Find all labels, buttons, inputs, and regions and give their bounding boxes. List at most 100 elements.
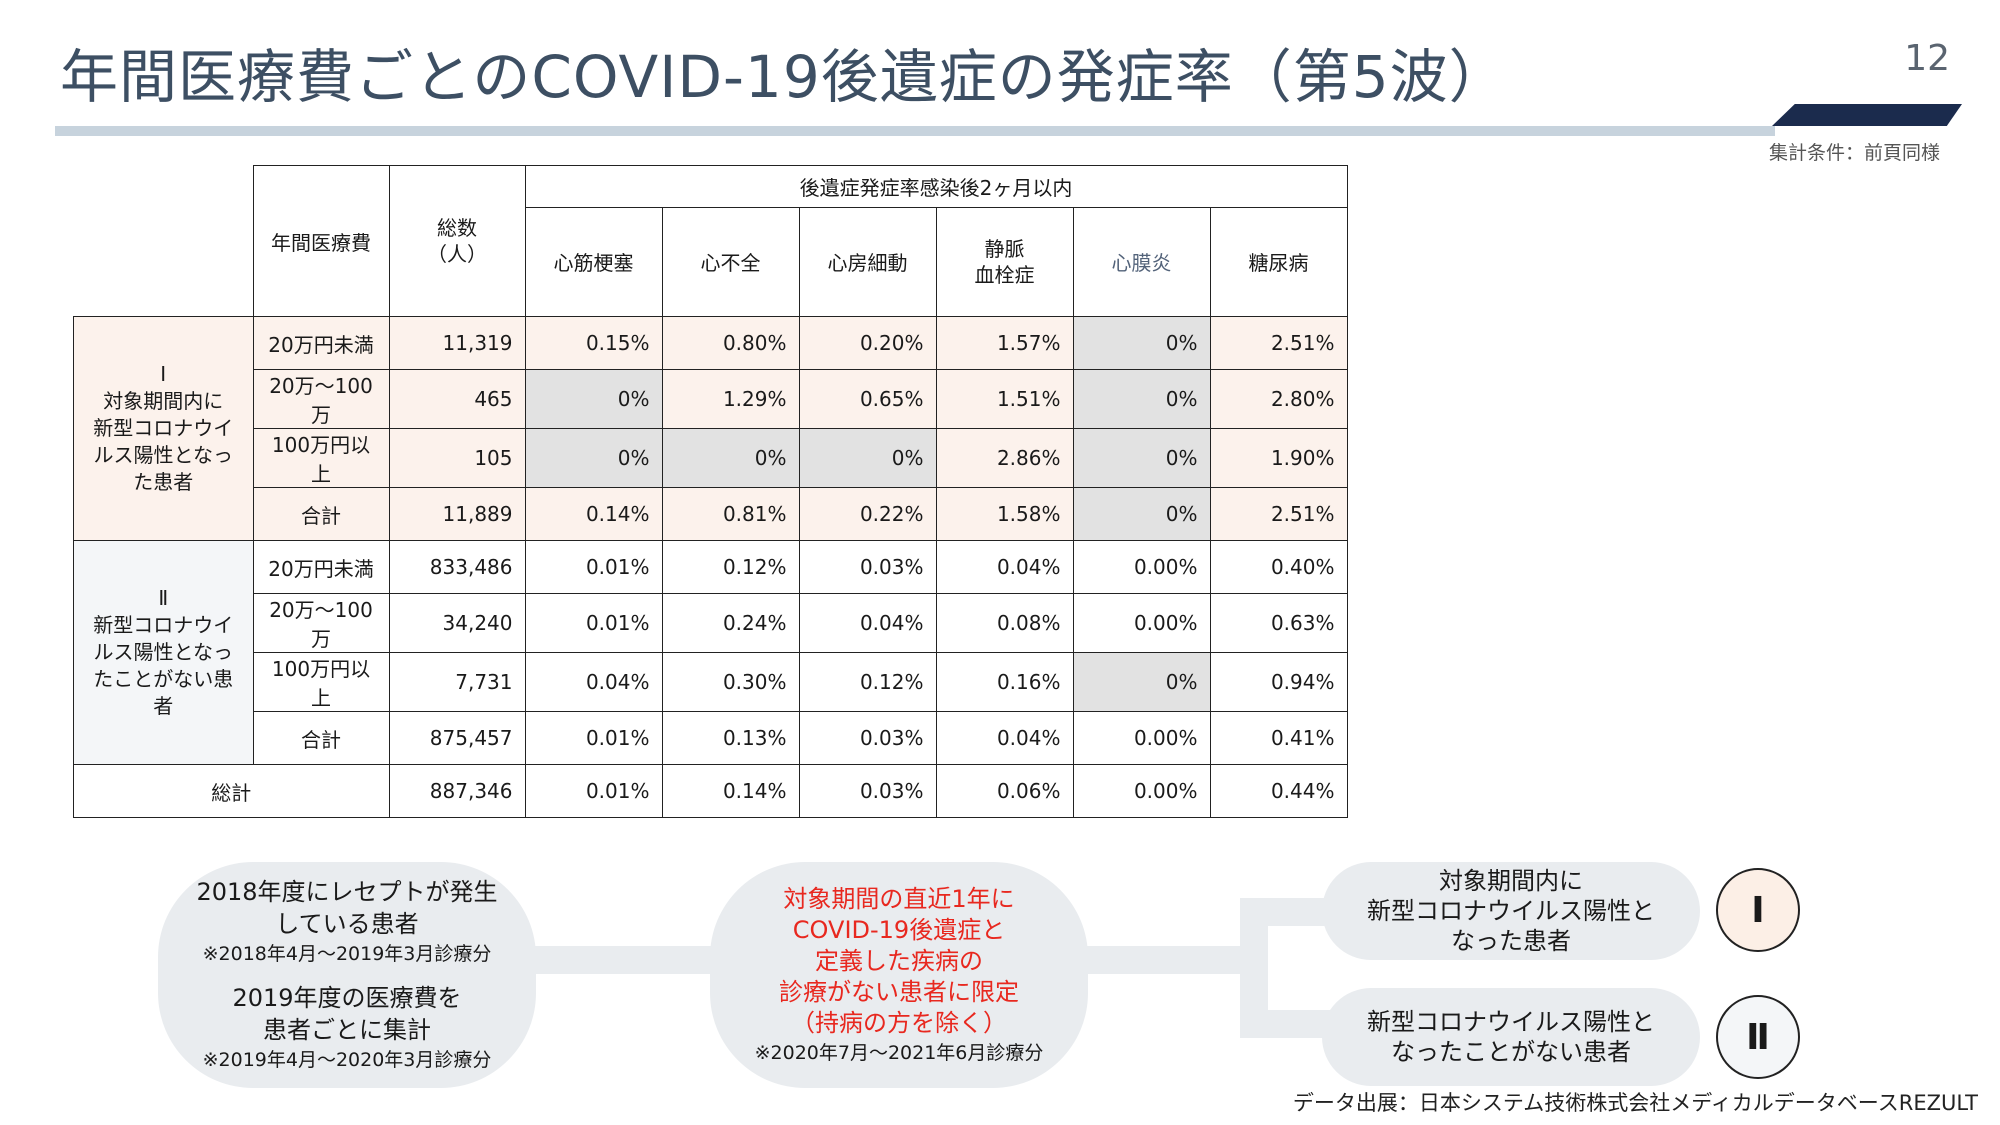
cell: 0% [524,369,663,429]
cell: 0.03% [798,540,937,594]
cell: 0.14% [524,487,663,541]
box1-line3: 2019年度の医療費を [232,984,462,1012]
header-disease: 心筋梗塞 [524,206,663,318]
cell: 0.16% [935,652,1074,712]
row-cost: 20万～100万 [252,369,390,429]
row-cost-subtotal: 合計 [252,487,390,541]
cell: 0% [798,428,937,488]
cell: 2.80% [1209,369,1348,429]
box1-line2: している患者 [275,910,419,938]
grand-total-n: 887,346 [388,764,526,818]
row-total: 105 [388,428,526,488]
row-cost: 100万円以上 [252,428,390,488]
flow-connector-lower [1240,1010,1330,1038]
flow-box-positive: 対象期間内に 新型コロナウイルス陽性と なった患者 [1322,862,1700,960]
cell: 0.04% [524,652,663,712]
data-source-note: データ出展：日本システム技術株式会社メディカルデータベースREZULT [1292,1091,1978,1115]
table-corner [73,165,254,317]
group1-marker-label: Ⅰ [1751,889,1765,931]
cell: 1.29% [661,369,800,429]
row-total: 34,240 [388,593,526,653]
row-total: 11,889 [388,487,526,541]
cell: 0% [1072,369,1211,429]
cell: 0.06% [935,764,1074,818]
row-cost: 20万円未満 [252,316,390,370]
cell: 0.04% [935,540,1074,594]
cell: 0.08% [935,593,1074,653]
cell: 0.00% [1072,540,1211,594]
header-total: 総数 （人） [388,165,526,317]
cell: 0.01% [524,764,663,818]
row-total: 11,319 [388,316,526,370]
grand-total-label: 総計 [73,764,390,818]
cell: 0% [661,428,800,488]
cell: 0.04% [935,711,1074,765]
cell: 0.03% [798,711,937,765]
cell: 0.41% [1209,711,1348,765]
cell: 0.01% [524,540,663,594]
box4-line1: 新型コロナウイルス陽性と [1367,1008,1655,1036]
box3-line2: 新型コロナウイルス陽性と [1367,897,1655,925]
cell: 0% [524,428,663,488]
cell: 0.15% [524,316,663,370]
row-total: 465 [388,369,526,429]
page-title: 年間医療費ごとのCOVID-19後遺症の発症率（第5波） [60,43,1508,111]
header-incidence-group: 後遺症発症率感染後2ヶ月以内 [524,165,1348,208]
cell: 1.90% [1209,428,1348,488]
row-total: 7,731 [388,652,526,712]
box4-line2: なったことがない患者 [1391,1038,1631,1066]
cell: 0.22% [798,487,937,541]
flow-box-negative: 新型コロナウイルス陽性と なったことがない患者 [1322,988,1700,1086]
group2-marker-label: Ⅱ [1746,1016,1770,1058]
group1-label: Ⅰ 対象期間内に 新型コロナウイ ルス陽性となっ た患者 [73,316,254,541]
cell: 0.94% [1209,652,1348,712]
row-cost: 20万円未満 [252,540,390,594]
header-disease: 心不全 [661,206,800,318]
cell: 0.13% [661,711,800,765]
box1-line1: 2018年度にレセプトが発生 [196,878,498,906]
box3-line1: 対象期間内に [1439,867,1583,895]
cell: 2.51% [1209,487,1348,541]
header-accent-bar [1772,104,1962,126]
box1-line4: 患者ごとに集計 [263,1016,431,1044]
cell: 0.01% [524,593,663,653]
row-total: 833,486 [388,540,526,594]
cell: 0.00% [1072,711,1211,765]
cell: 0.63% [1209,593,1348,653]
box2-line5: （持病の方を除く） [791,1008,1007,1037]
page-number: 12 [1904,38,1950,79]
cell: 0.12% [798,652,937,712]
condition-note: 集計条件：前頁同様 [1768,142,1940,164]
cell: 2.86% [935,428,1074,488]
box2-note: ※2020年7月～2021年6月診療分 [754,1041,1044,1064]
cell: 0.80% [661,316,800,370]
cell: 2.51% [1209,316,1348,370]
cell: 1.57% [935,316,1074,370]
cell: 0% [1072,316,1211,370]
cell: 1.58% [935,487,1074,541]
cell: 0.03% [798,764,937,818]
cell: 0.12% [661,540,800,594]
box1-note2: ※2019年4月～2020年3月診療分 [202,1049,492,1071]
cell: 0.24% [661,593,800,653]
cell: 0.65% [798,369,937,429]
cell: 0% [1072,652,1211,712]
header-divider [55,126,1775,136]
group2-marker: Ⅱ [1716,995,1800,1079]
row-total: 875,457 [388,711,526,765]
cell: 0.81% [661,487,800,541]
row-cost: 20万～100万 [252,593,390,653]
cell: 1.51% [935,369,1074,429]
box2-line4: 診療がない患者に限定 [779,977,1019,1006]
header-disease: 糖尿病 [1209,206,1348,318]
flow-box-filter: 対象期間の直近1年に COVID-19後遺症と 定義した疾病の 診療がない患者に… [710,862,1088,1088]
cell: 0% [1072,428,1211,488]
incidence-table: 年間医療費 総数 （人） 後遺症発症率感染後2ヶ月以内 心筋梗塞 心不全 心房細動… [73,165,1348,818]
row-cost-subtotal: 合計 [252,711,390,765]
cell: 0.00% [1072,593,1211,653]
box1-note: ※2018年4月～2019年3月診療分 [202,943,492,965]
cell: 0.20% [798,316,937,370]
cell: 0.40% [1209,540,1348,594]
header-disease-vte: 静脈 血栓症 [935,206,1074,318]
box3-line3: なった患者 [1451,927,1571,955]
